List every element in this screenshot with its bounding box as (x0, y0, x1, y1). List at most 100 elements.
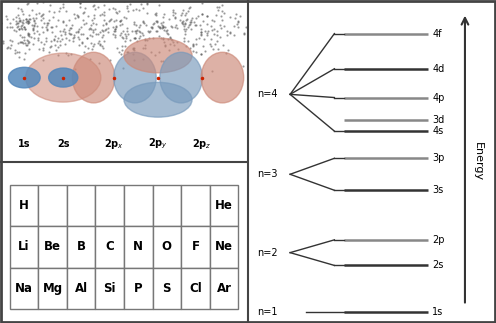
Point (129, 45, 137, 50)
Point (240, 31, 248, 36)
Point (89, 27, 97, 33)
Point (140, 20, 148, 26)
Point (17, 7, 25, 12)
Point (204, 28, 212, 34)
Point (50, 10, 58, 15)
Point (59, 4, 67, 9)
Point (52, 42, 60, 47)
Text: F: F (191, 241, 199, 254)
Point (120, 14, 128, 19)
Point (32, 11, 40, 16)
Point (18, 34, 26, 39)
Point (15, 32, 23, 37)
Point (218, 8, 226, 13)
Point (12, 19, 20, 24)
Point (27, 35, 35, 40)
Point (100, 9, 108, 15)
Point (181, 28, 189, 33)
Point (78, 41, 86, 46)
Text: H: H (19, 199, 29, 212)
Point (72, 13, 80, 18)
Point (24, 32, 32, 37)
FancyBboxPatch shape (124, 185, 153, 226)
Point (102, 21, 110, 26)
Point (159, 24, 167, 29)
Point (96, 30, 104, 35)
Point (4, 45, 12, 50)
Point (37, 39, 45, 45)
Point (48, 29, 56, 34)
Point (30, 18, 38, 23)
Point (90, 41, 98, 47)
FancyBboxPatch shape (38, 185, 67, 226)
Point (122, 31, 129, 36)
Point (128, 46, 136, 51)
Point (34, 37, 42, 42)
Point (54, 44, 62, 49)
Point (133, 28, 141, 33)
Point (19, 18, 27, 23)
Point (143, 37, 151, 43)
Text: n=4: n=4 (257, 89, 278, 99)
Point (129, 45, 137, 50)
Point (91, 6, 99, 11)
Point (217, 25, 225, 30)
Point (20, 25, 28, 30)
Point (119, 35, 126, 40)
Point (136, 33, 144, 38)
Point (153, 19, 161, 24)
Point (223, 32, 231, 37)
Point (158, 22, 166, 27)
Point (62, 8, 70, 13)
Text: Be: Be (44, 241, 61, 254)
Point (61, 31, 69, 36)
Point (32, 20, 40, 25)
Point (47, 25, 55, 30)
Point (138, 30, 146, 35)
Point (22, 16, 30, 22)
Point (137, 1, 145, 6)
Text: C: C (105, 241, 114, 254)
Point (34, 35, 42, 40)
Text: 4p: 4p (433, 93, 445, 102)
Point (130, 47, 138, 52)
Point (164, 36, 172, 42)
Point (123, 16, 130, 21)
Point (20, 37, 28, 42)
Point (105, 30, 113, 35)
Point (25, 31, 33, 36)
Point (213, 5, 221, 10)
Point (187, 20, 195, 25)
Point (65, 17, 73, 23)
Point (141, 37, 149, 43)
Point (133, 39, 141, 44)
Point (38, 12, 46, 17)
Point (197, 51, 205, 56)
Point (83, 35, 91, 40)
Point (166, 36, 174, 41)
Point (43, 27, 51, 33)
Point (109, 25, 117, 30)
Point (42, 25, 50, 30)
Point (59, 19, 67, 25)
Point (29, 27, 37, 32)
Point (186, 45, 194, 50)
Point (100, 17, 108, 23)
Point (67, 26, 75, 31)
Point (71, 29, 79, 34)
Point (61, 29, 69, 34)
Point (98, 12, 106, 17)
Point (17, 19, 25, 24)
Point (14, 24, 22, 29)
Point (30, 16, 38, 21)
Point (89, 3, 97, 8)
Point (208, 17, 216, 23)
FancyBboxPatch shape (124, 267, 153, 309)
Point (24, 38, 32, 44)
Point (230, 33, 238, 38)
Point (25, 17, 33, 22)
Point (86, 26, 94, 32)
Point (216, 35, 224, 40)
Point (165, 17, 173, 22)
Point (14, 19, 22, 24)
